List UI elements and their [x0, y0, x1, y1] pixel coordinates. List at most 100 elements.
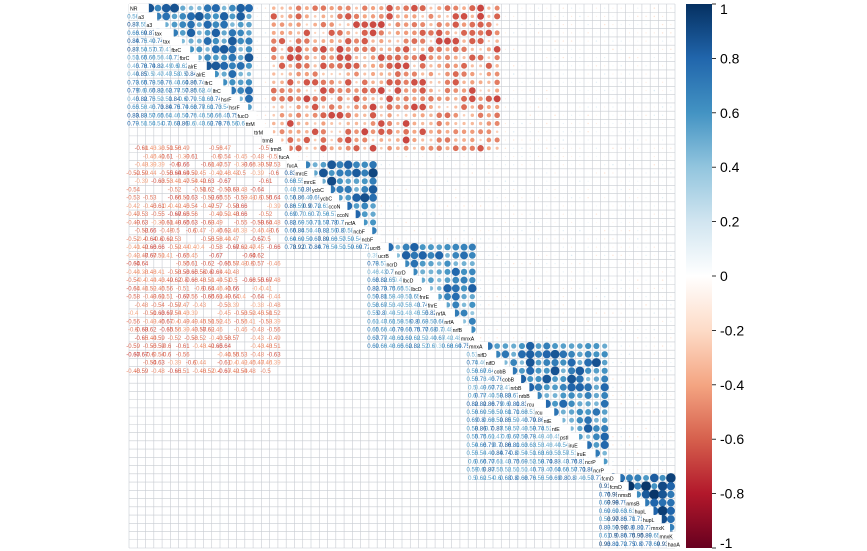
- corr-circle: [645, 221, 647, 224]
- corr-value-label: 0.65: [127, 105, 139, 111]
- corr-circle: [280, 48, 284, 51]
- corr-circle: [559, 383, 567, 391]
- corr-circle: [179, 29, 186, 36]
- corr-circle: [661, 279, 664, 281]
- corr-circle: [584, 350, 592, 358]
- corr-circle: [504, 164, 507, 166]
- corr-circle: [304, 47, 309, 52]
- corr-circle: [661, 460, 664, 463]
- corr-circle: [661, 254, 664, 256]
- corr-circle: [562, 32, 564, 34]
- corr-circle: [653, 296, 655, 298]
- corr-circle: [637, 263, 639, 265]
- corr-circle: [312, 5, 318, 11]
- corr-circle: [479, 205, 482, 207]
- corr-circle: [485, 29, 493, 37]
- corr-value-label: 0.51: [524, 410, 536, 416]
- corr-value-label: 0.75: [508, 459, 520, 465]
- corr-circle: [478, 80, 483, 85]
- corr-value-label: -0.54: [217, 154, 231, 160]
- corr-circle: [587, 238, 589, 240]
- corr-circle: [494, 79, 500, 85]
- diagonal-variable-label: mrcE: [304, 180, 317, 186]
- corr-circle: [430, 221, 432, 224]
- corr-circle: [304, 71, 309, 77]
- corr-circle: [661, 172, 664, 174]
- corr-value-label: -0.66: [226, 286, 240, 292]
- corr-value-label: 0.5: [468, 385, 477, 391]
- corr-circle: [653, 345, 655, 347]
- corr-value-label: -0.65: [184, 270, 198, 276]
- corr-circle: [526, 350, 535, 359]
- corr-value-label: -0.47: [209, 163, 223, 169]
- diagonal-label-bg: [385, 259, 406, 268]
- corr-circle: [562, 15, 564, 17]
- corr-circle: [559, 399, 568, 408]
- corr-circle: [444, 293, 451, 301]
- diagonal-variable-label: ncbF: [353, 229, 365, 235]
- corr-circle: [427, 244, 434, 251]
- corr-value-label: 0.51: [392, 311, 404, 317]
- corr-circle: [579, 304, 581, 306]
- corr-value-label: -0.64: [135, 262, 149, 268]
- corr-value-label: -0.55: [143, 344, 157, 350]
- corr-circle: [551, 358, 559, 367]
- corr-circle: [628, 106, 631, 108]
- corr-circle: [401, 251, 411, 260]
- corr-circle: [554, 40, 556, 42]
- corr-value-label: -0.54: [168, 311, 182, 317]
- corr-circle: [653, 24, 655, 26]
- corr-circle: [336, 169, 344, 177]
- corr-circle: [187, 20, 195, 29]
- corr-circle: [402, 136, 410, 144]
- corr-circle: [570, 304, 573, 306]
- corr-circle: [295, 38, 302, 44]
- corr-circle: [405, 188, 407, 191]
- corr-value-label: -0.52: [168, 187, 182, 193]
- corr-circle: [535, 343, 542, 349]
- corr-circle: [228, 36, 237, 46]
- corr-value-label: 0.82: [409, 344, 421, 350]
- corr-circle: [487, 89, 491, 92]
- corr-circle: [411, 4, 418, 12]
- corr-value-label: 0.59: [524, 426, 536, 432]
- diagonal-label-bg: [476, 350, 497, 359]
- corr-value-label: -0.59: [135, 369, 149, 375]
- corr-value-label: -0.58: [126, 295, 140, 301]
- corr-circle: [560, 368, 566, 374]
- corr-value-label: 0.66: [284, 229, 296, 235]
- corr-circle: [645, 7, 647, 9]
- corr-value-label: 0.69: [599, 509, 611, 515]
- corr-circle: [645, 213, 647, 215]
- corr-value-label: -0.53: [168, 237, 182, 243]
- corr-circle: [436, 21, 442, 28]
- corr-circle: [495, 39, 499, 43]
- corr-value-label: 0.76: [218, 122, 230, 128]
- corr-value-label: 0.44: [549, 443, 561, 449]
- corr-circle: [495, 23, 499, 26]
- corr-value-label: -0.54: [184, 204, 198, 210]
- corr-value-label: -0.63: [267, 352, 281, 358]
- corr-circle: [477, 38, 484, 45]
- corr-circle: [595, 279, 598, 281]
- corr-circle: [463, 213, 465, 215]
- corr-circle: [612, 98, 614, 100]
- corr-circle: [462, 56, 466, 60]
- corr-circle: [620, 394, 622, 397]
- corr-circle: [584, 392, 592, 400]
- corr-circle: [212, 13, 219, 20]
- corr-circle: [670, 386, 672, 388]
- corr-circle: [513, 155, 515, 158]
- corr-circle: [653, 205, 655, 207]
- corr-circle: [661, 337, 664, 339]
- corr-circle: [197, 5, 202, 11]
- corr-circle: [512, 139, 515, 141]
- diagonal-label-bg: [633, 506, 654, 516]
- corr-value-label: 0.48: [516, 418, 528, 424]
- corr-circle: [653, 452, 655, 454]
- corr-value-label: 0.46: [193, 113, 205, 119]
- corr-circle: [554, 24, 556, 26]
- corr-value-label: 0.69: [293, 220, 305, 226]
- corr-value-label: 0.61: [599, 534, 611, 540]
- corr-circle: [329, 146, 334, 151]
